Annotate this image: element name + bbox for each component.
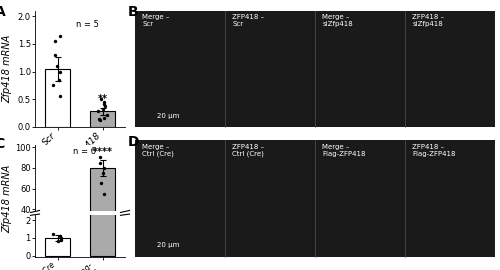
Point	[49, 83, 57, 87]
Point	[94, 109, 102, 114]
Text: Merge –
siZfp418: Merge – siZfp418	[322, 14, 353, 27]
Bar	[90, 0, 115, 256]
Point	[100, 100, 108, 104]
Text: ZFP418 –
Flag-ZFP418: ZFP418 – Flag-ZFP418	[412, 144, 456, 157]
Text: **: **	[98, 94, 108, 104]
Text: n = 5: n = 5	[76, 20, 98, 29]
Point	[50, 248, 58, 252]
Bar	[45, 238, 70, 256]
Point	[57, 237, 65, 242]
Point	[102, 113, 110, 117]
Text: 20 µm: 20 µm	[156, 113, 179, 119]
Text: ZFP418 –
Ctrl (Cre): ZFP418 – Ctrl (Cre)	[232, 144, 264, 157]
Bar	[90, 168, 115, 251]
Point	[96, 97, 104, 102]
Text: n = 6: n = 6	[73, 147, 96, 156]
Text: Merge –
Ctrl (Cre): Merge – Ctrl (Cre)	[142, 144, 174, 157]
Point	[100, 102, 108, 106]
Text: 20 µm: 20 µm	[156, 242, 179, 248]
Point	[96, 155, 104, 160]
Point	[51, 39, 59, 43]
Text: Zfp418 mRNA: Zfp418 mRNA	[2, 164, 12, 232]
Text: Merge –
Flag-ZFP418: Merge – Flag-ZFP418	[322, 144, 366, 157]
Text: D: D	[128, 134, 140, 149]
Point	[57, 248, 65, 252]
Point	[57, 236, 65, 240]
Point	[102, 104, 110, 108]
Point	[95, 117, 103, 121]
Text: ZFP418 –
Scr: ZFP418 – Scr	[232, 14, 264, 27]
Point	[57, 248, 65, 252]
Point	[51, 53, 59, 57]
Text: A: A	[0, 5, 5, 19]
Text: B: B	[128, 5, 138, 19]
Point	[100, 115, 108, 120]
Point	[100, 192, 108, 196]
Point	[98, 181, 106, 185]
Point	[54, 78, 62, 82]
Point	[50, 232, 58, 237]
Text: ZFP418 –
siZfp418: ZFP418 – siZfp418	[412, 14, 444, 27]
Point	[96, 161, 104, 165]
Y-axis label: Zfp418 mRNA: Zfp418 mRNA	[2, 35, 12, 103]
Bar	[45, 69, 70, 127]
Point	[56, 94, 64, 99]
Point	[98, 107, 106, 111]
Point	[54, 64, 62, 68]
Point	[100, 166, 108, 170]
Point	[54, 248, 62, 252]
Point	[56, 234, 64, 238]
Point	[56, 69, 64, 74]
Bar	[90, 112, 115, 127]
Point	[98, 171, 106, 175]
Point	[56, 248, 64, 252]
Point	[54, 239, 62, 244]
Text: ****: ****	[92, 147, 112, 157]
Bar	[45, 250, 70, 251]
Point	[56, 33, 64, 38]
Text: C: C	[0, 137, 5, 151]
Point	[96, 118, 104, 122]
Text: Merge –
Scr: Merge – Scr	[142, 14, 170, 27]
